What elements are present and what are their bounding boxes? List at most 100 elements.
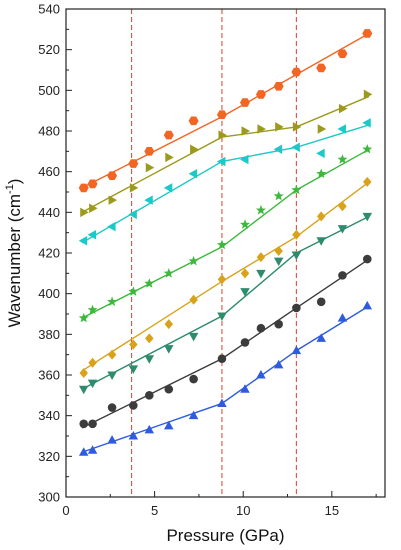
point-star xyxy=(128,286,139,296)
point-star xyxy=(337,154,348,164)
y-axis-title-sup: -1 xyxy=(4,184,16,194)
point-triangle-left xyxy=(239,154,249,165)
point-diamond xyxy=(129,339,138,350)
point-hexagon xyxy=(239,98,250,107)
point-circle xyxy=(292,303,301,313)
point-circle xyxy=(79,419,89,429)
point-triangle-up xyxy=(362,300,373,310)
point-triangle-left xyxy=(107,221,116,232)
point-triangle-down xyxy=(188,332,199,342)
y-tick-label: 320 xyxy=(38,449,60,464)
y-tick-label: 480 xyxy=(38,124,60,139)
point-circle xyxy=(316,297,326,307)
point-circle xyxy=(107,403,117,412)
y-axis-title-close: ) xyxy=(5,179,24,185)
fit-line-diamond xyxy=(81,181,370,372)
point-triangle-right xyxy=(241,126,250,136)
point-triangle-down xyxy=(316,237,326,246)
point-circle xyxy=(362,254,372,264)
point-triangle-right xyxy=(190,144,199,155)
point-triangle-up xyxy=(240,384,250,393)
point-diamond xyxy=(145,333,154,344)
point-triangle-up xyxy=(128,431,139,440)
fit-lines xyxy=(81,32,370,453)
point-triangle-right xyxy=(257,124,266,134)
point-triangle-down xyxy=(128,365,139,374)
y-tick-label: 460 xyxy=(38,164,60,179)
point-star xyxy=(291,184,302,195)
point-hexagon xyxy=(273,81,284,91)
point-star xyxy=(163,268,174,278)
y-tick-label: 440 xyxy=(38,205,60,220)
point-hexagon xyxy=(362,29,373,38)
point-triangle-down xyxy=(291,251,302,261)
point-circle xyxy=(217,354,227,364)
point-hexagon xyxy=(144,147,155,156)
y-tick-label: 340 xyxy=(38,408,60,423)
point-triangle-left xyxy=(78,236,88,246)
x-tick-label: 0 xyxy=(62,503,69,518)
y-tick-label: 540 xyxy=(38,2,60,17)
point-diamond xyxy=(363,176,372,187)
point-triangle-right xyxy=(108,195,118,205)
point-triangle-right xyxy=(338,103,348,114)
point-star xyxy=(144,278,155,288)
point-triangle-up xyxy=(256,370,266,379)
plot-frame xyxy=(65,8,386,498)
fit-line-hexagon xyxy=(81,32,370,189)
point-triangle-left xyxy=(188,168,198,179)
point-triangle-right xyxy=(317,124,327,134)
point-triangle-right xyxy=(145,162,155,173)
point-triangle-left xyxy=(163,183,173,193)
point-circle xyxy=(164,384,174,394)
point-circle xyxy=(256,323,266,333)
phase-transition-lines xyxy=(131,9,297,497)
point-diamond xyxy=(292,229,301,240)
point-triangle-up xyxy=(316,333,326,342)
point-triangle-right xyxy=(129,183,139,193)
point-triangle-left xyxy=(144,195,153,205)
point-triangle-left xyxy=(337,124,346,134)
point-triangle-left xyxy=(291,142,300,153)
point-hexagon xyxy=(337,49,348,59)
point-hexagon xyxy=(163,130,174,140)
point-triangle-down xyxy=(240,288,250,297)
point-hexagon xyxy=(107,171,118,181)
point-diamond xyxy=(189,294,198,305)
point-diamond xyxy=(338,201,347,212)
point-triangle-up xyxy=(337,313,348,322)
point-diamond xyxy=(256,252,266,263)
point-triangle-down xyxy=(362,212,373,222)
point-triangle-right xyxy=(80,207,89,218)
point-hexagon xyxy=(291,67,302,77)
fit-line-star xyxy=(81,148,370,319)
point-hexagon xyxy=(255,90,266,99)
point-hexagon xyxy=(87,179,98,189)
point-triangle-up xyxy=(107,435,117,444)
x-axis-title: Pressure (GPa) xyxy=(166,526,284,545)
point-star xyxy=(87,304,98,315)
point-diamond xyxy=(88,357,97,368)
point-star xyxy=(188,255,199,266)
point-triangle-down xyxy=(256,269,266,279)
point-diamond xyxy=(274,245,283,256)
point-triangle-down xyxy=(107,371,117,380)
fit-line-triangle-up xyxy=(81,305,370,453)
y-axis-title-main: Wavenumber (cm xyxy=(5,194,24,328)
y-tick-label: 300 xyxy=(38,490,60,505)
point-diamond xyxy=(316,211,326,222)
point-triangle-down xyxy=(217,312,227,322)
point-diamond xyxy=(79,367,88,378)
point-star xyxy=(316,168,327,178)
point-circle xyxy=(274,319,283,329)
point-triangle-down xyxy=(78,385,89,395)
point-star xyxy=(78,312,89,323)
point-star xyxy=(255,205,266,215)
point-circle xyxy=(129,401,138,410)
point-triangle-down xyxy=(87,379,98,389)
y-tick-label: 380 xyxy=(38,327,60,342)
point-triangle-left xyxy=(273,144,283,155)
point-star xyxy=(216,239,227,250)
point-triangle-down xyxy=(164,345,174,354)
point-triangle-up xyxy=(144,424,155,434)
